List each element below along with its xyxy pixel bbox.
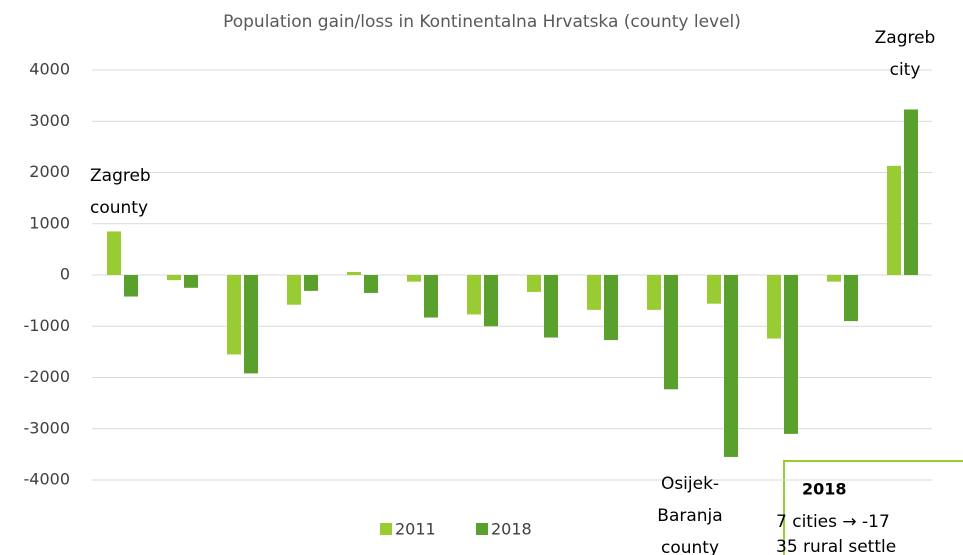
legend-swatch [380,523,392,535]
bar [724,275,738,457]
bar [107,231,121,275]
annotation: city [890,60,921,80]
annotation: Zagreb [875,28,936,48]
bar [707,275,721,304]
bar [364,275,378,293]
legend-label: 2011 [395,520,436,539]
bar [527,275,541,292]
bar [347,271,361,275]
bar [184,275,198,288]
note-heading: 2018 [802,480,847,499]
y-tick-label: 4000 [29,60,70,79]
y-tick-label: 2000 [29,162,70,181]
y-tick-label: -3000 [24,418,71,437]
y-tick-label: 1000 [29,213,70,232]
bar [827,275,841,282]
note-line: 35 rural settle [776,537,896,555]
bar [844,275,858,322]
chart-title: Population gain/loss in Kontinentalna Hr… [223,12,741,32]
bar [467,275,481,315]
legend-label: 2018 [491,520,532,539]
bar [124,275,138,297]
annotation: Osijek- [661,474,719,494]
annotation: Zagreb [90,166,151,186]
bar [604,275,618,341]
bar [244,275,258,374]
y-tick-label: -4000 [24,470,71,489]
y-tick-label: 3000 [29,111,70,130]
y-tick-label: -2000 [24,367,71,386]
note-line: 7 cities → -17 [776,512,890,532]
bar [544,275,558,338]
bar [424,275,438,318]
bar [767,275,781,339]
bar [167,275,181,281]
bar [664,275,678,390]
note-box [783,460,963,555]
bar [304,275,318,291]
bar [887,165,901,275]
annotation: county [90,198,148,218]
bar [784,275,798,434]
bar [287,275,301,305]
bar [484,275,498,327]
bar [407,275,421,282]
annotation: county [661,538,719,555]
bar [647,275,661,310]
y-tick-label: -1000 [24,316,71,335]
bar [587,275,601,310]
legend-swatch [476,523,488,535]
bar [227,275,241,355]
y-tick-label: 0 [60,265,70,284]
annotation: Baranja [657,506,722,526]
bar [904,109,918,276]
